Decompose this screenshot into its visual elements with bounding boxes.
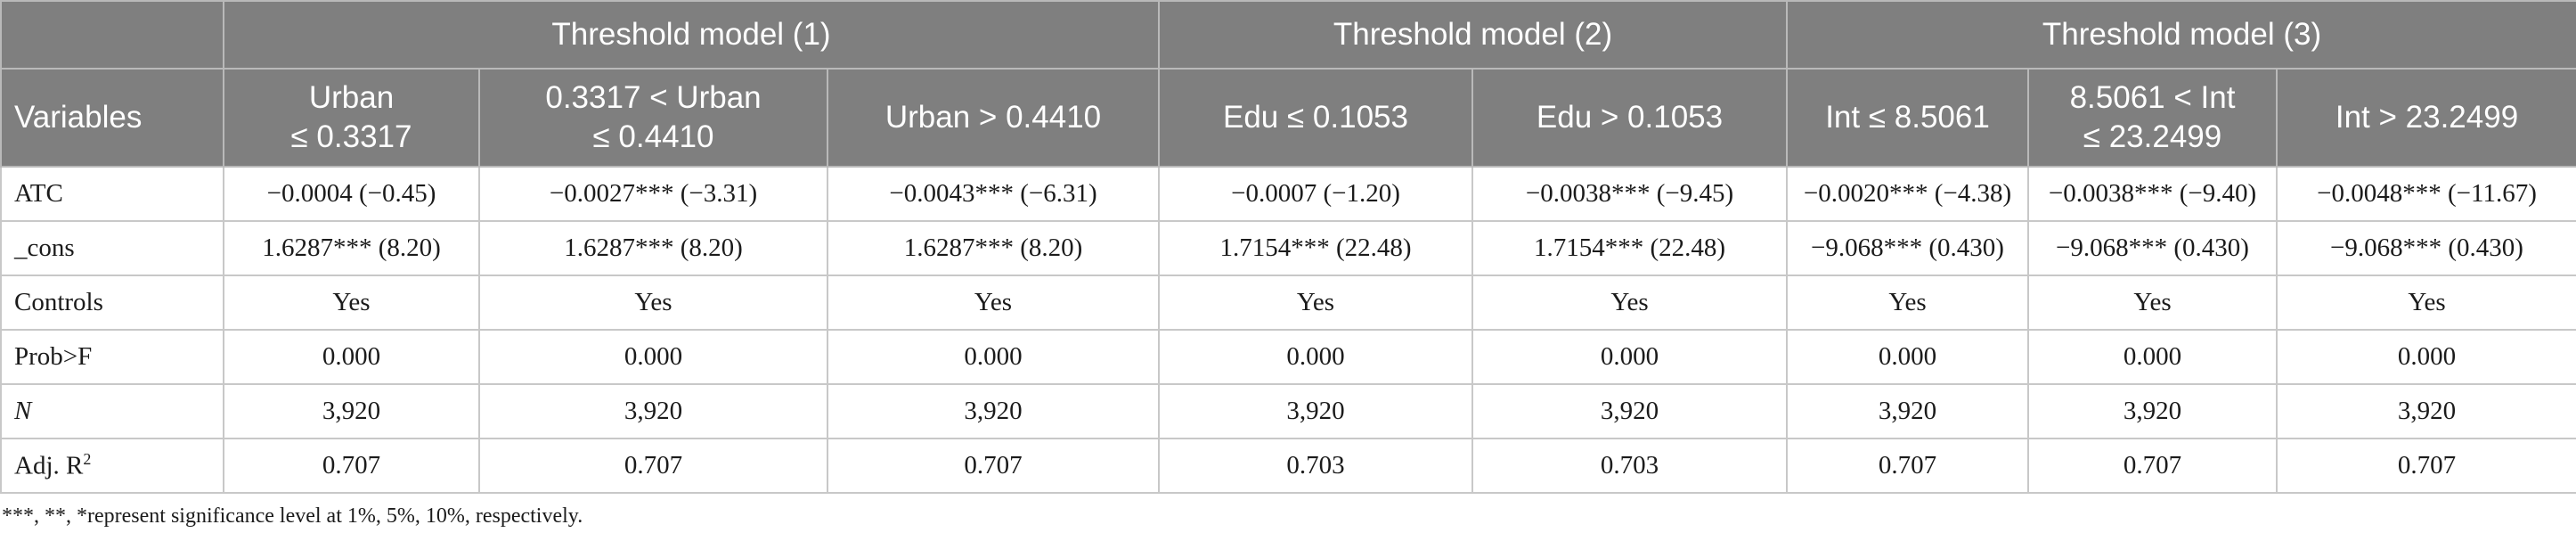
table-cell: Yes	[2276, 275, 2576, 331]
model-group-header-row: Threshold model (1) Threshold model (2) …	[0, 0, 2576, 70]
table-cell: −0.0007 (−1.20)	[1158, 166, 1473, 222]
group-header-model-2: Threshold model (2)	[1157, 0, 1789, 70]
table-cell: 3,920	[2027, 383, 2278, 439]
col-header-urban-low: Urban ≤ 0.3317	[223, 68, 480, 168]
table-cell: 0.703	[1471, 438, 1789, 494]
row-label: Controls	[0, 275, 224, 331]
table-cell: −0.0020*** (−4.38)	[1786, 166, 2030, 222]
row-label-text: Prob>F	[14, 342, 93, 371]
col-header-line: ≤ 23.2499	[2083, 119, 2222, 154]
column-header-row: Variables Urban ≤ 0.3317 0.3317 < Urban …	[0, 68, 2576, 168]
col-header-line: Edu > 0.1053	[1536, 100, 1724, 135]
table-cell: −0.0038*** (−9.45)	[1471, 166, 1789, 222]
col-header-line: Int > 23.2499	[2335, 100, 2519, 135]
table-row: _cons 1.6287*** (8.20) 1.6287*** (8.20) 1.6…	[0, 220, 2576, 276]
table-cell: 0.000	[1786, 329, 2030, 385]
table-cell: 0.000	[1471, 329, 1789, 385]
table-cell: 0.707	[1786, 438, 2030, 494]
variables-header: Variables	[0, 68, 224, 168]
row-label: ATC	[0, 166, 224, 222]
header-blank-cell	[0, 0, 224, 70]
table-cell: 1.7154*** (22.48)	[1471, 220, 1789, 276]
table-cell: Yes	[2027, 275, 2278, 331]
col-header-line: 0.3317 < Urban	[545, 80, 762, 115]
table-cell: 1.7154*** (22.48)	[1158, 220, 1473, 276]
table-cell: Yes	[223, 275, 480, 331]
col-header-line: ≤ 0.3317	[290, 119, 412, 154]
group-header-model-1: Threshold model (1)	[223, 0, 1160, 70]
table-cell: −0.0043*** (−6.31)	[827, 166, 1160, 222]
table-cell: 0.000	[1158, 329, 1473, 385]
table-cell: 0.000	[2027, 329, 2278, 385]
col-header-line: Int ≤ 8.5061	[1825, 100, 1990, 135]
table-cell: 3,920	[1158, 383, 1473, 439]
table-cell: 0.707	[223, 438, 480, 494]
table-cell: Yes	[478, 275, 828, 331]
table-cell: 1.6287*** (8.20)	[478, 220, 828, 276]
table-row: Adj. R2 0.707 0.707 0.707 0.703 0.703 0.707 0.7…	[0, 438, 2576, 494]
col-header-int-mid: 8.5061 < Int ≤ 23.2499	[2027, 68, 2278, 168]
table-cell: −9.068*** (0.430)	[2276, 220, 2576, 276]
table-row: Controls Yes Yes Yes Yes Yes Yes Yes Yes	[0, 275, 2576, 331]
table-cell: Yes	[1158, 275, 1473, 331]
table-cell: 0.707	[478, 438, 828, 494]
table-cell: −0.0004 (−0.45)	[223, 166, 480, 222]
table-cell: −0.0027*** (−3.31)	[478, 166, 828, 222]
table-body: ATC −0.0004 (−0.45) −0.0027*** (−3.31) −0.0…	[0, 166, 2576, 494]
table-cell: 0.707	[2027, 438, 2278, 494]
group-header-model-3: Threshold model (3)	[1786, 0, 2576, 70]
col-header-int-low: Int ≤ 8.5061	[1786, 68, 2030, 168]
table-row: N 3,920 3,920 3,920 3,920 3,920 3,920 3,920 3,92…	[0, 383, 2576, 439]
col-header-int-high: Int > 23.2499	[2276, 68, 2576, 168]
row-label-text: N	[14, 397, 32, 425]
col-header-edu-high: Edu > 0.1053	[1471, 68, 1789, 168]
table-cell: 1.6287*** (8.20)	[827, 220, 1160, 276]
col-header-edu-low: Edu ≤ 0.1053	[1158, 68, 1473, 168]
table-cell: Yes	[1786, 275, 2030, 331]
table-cell: 3,920	[1471, 383, 1789, 439]
col-header-urban-high: Urban > 0.4410	[827, 68, 1160, 168]
table-row: ATC −0.0004 (−0.45) −0.0027*** (−3.31) −0.0…	[0, 166, 2576, 222]
row-label-text: ATC	[14, 179, 63, 208]
table-cell: −0.0038*** (−9.40)	[2027, 166, 2278, 222]
table-cell: 3,920	[827, 383, 1160, 439]
row-label-text: _cons	[14, 234, 75, 262]
row-label: _cons	[0, 220, 224, 276]
table-cell: 1.6287*** (8.20)	[223, 220, 480, 276]
row-label: N	[0, 383, 224, 439]
col-header-line: Urban > 0.4410	[884, 100, 1102, 135]
table-cell: 0.000	[2276, 329, 2576, 385]
row-label-text: Controls	[14, 288, 103, 316]
table-cell: 0.707	[2276, 438, 2576, 494]
table-cell: 0.000	[478, 329, 828, 385]
table-cell: −0.0048*** (−11.67)	[2276, 166, 2576, 222]
row-label: Adj. R2	[0, 438, 224, 494]
table-cell: Yes	[827, 275, 1160, 331]
regression-results-table: Threshold model (1) Threshold model (2) …	[0, 0, 2576, 494]
table-cell: 3,920	[2276, 383, 2576, 439]
table-row: Prob>F 0.000 0.000 0.000 0.000 0.000 0.000 0.00…	[0, 329, 2576, 385]
row-label-superscript: 2	[83, 450, 92, 469]
table-cell: 3,920	[223, 383, 480, 439]
col-header-line: Edu ≤ 0.1053	[1223, 100, 1408, 135]
table-cell: 3,920	[478, 383, 828, 439]
col-header-urban-mid: 0.3317 < Urban ≤ 0.4410	[478, 68, 828, 168]
table-cell: −9.068*** (0.430)	[1786, 220, 2030, 276]
col-header-line: Urban	[308, 80, 395, 115]
table-cell: 3,920	[1786, 383, 2030, 439]
col-header-line: 8.5061 < Int	[2069, 80, 2236, 115]
table-cell: 0.000	[223, 329, 480, 385]
table-cell: 0.703	[1158, 438, 1473, 494]
table-footnote: ***, **, *represent significance level a…	[2, 504, 583, 528]
table-cell: 0.707	[827, 438, 1160, 494]
table-cell: Yes	[1471, 275, 1789, 331]
row-label: Prob>F	[0, 329, 224, 385]
table-cell: 0.000	[827, 329, 1160, 385]
row-label-text: Adj. R	[14, 451, 84, 480]
col-header-line: ≤ 0.4410	[592, 119, 714, 154]
table-cell: −9.068*** (0.430)	[2027, 220, 2278, 276]
